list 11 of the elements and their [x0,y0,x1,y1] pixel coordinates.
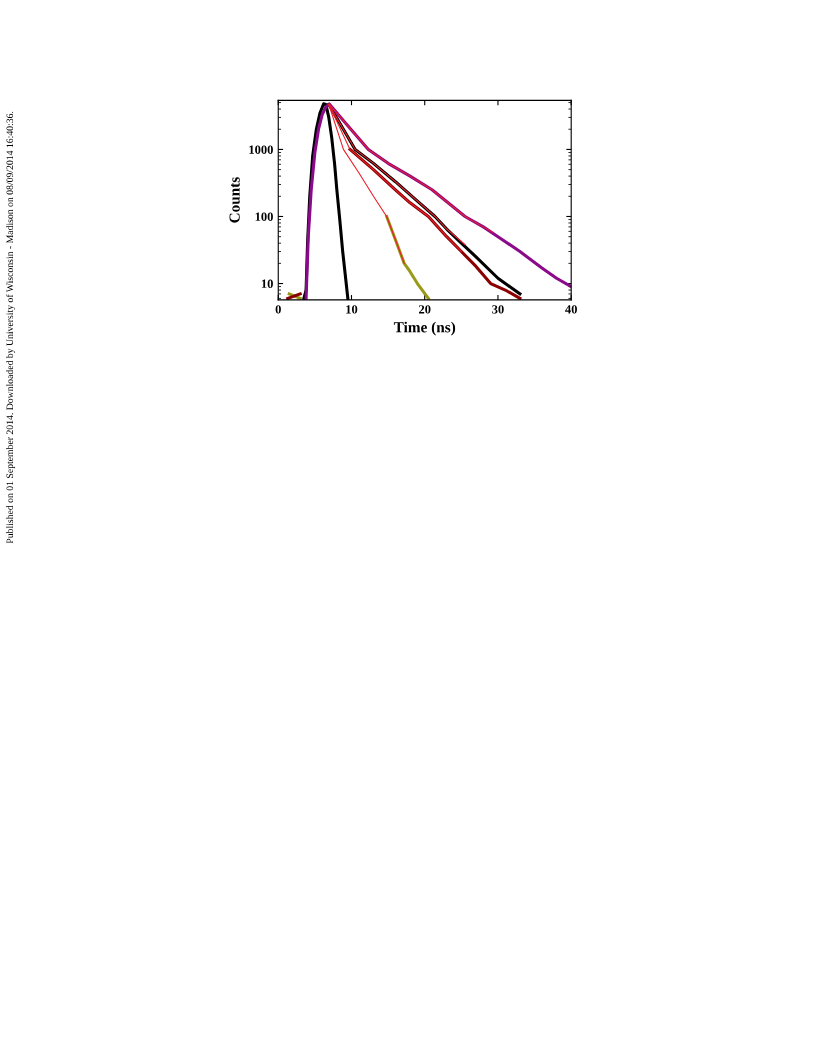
y-tick-label: 1000 [249,145,273,154]
x-tick-label: 40 [565,305,577,314]
y-tick-label: 10 [261,279,273,288]
x-tick-label: 30 [492,305,504,314]
x-axis-title: Time (ns) [393,321,456,336]
y-axis-title: Counts [229,177,240,223]
x-tick-label: 10 [346,305,358,314]
text: Published on 01 September 2014. Downloaded by University of Wisconsin - Madison on 08/09/2014 16:40:36. [6,111,16,544]
y-tick-label: 100 [255,212,273,221]
x-tick-label: 20 [419,305,431,314]
x-tick-label: 0 [275,305,281,314]
